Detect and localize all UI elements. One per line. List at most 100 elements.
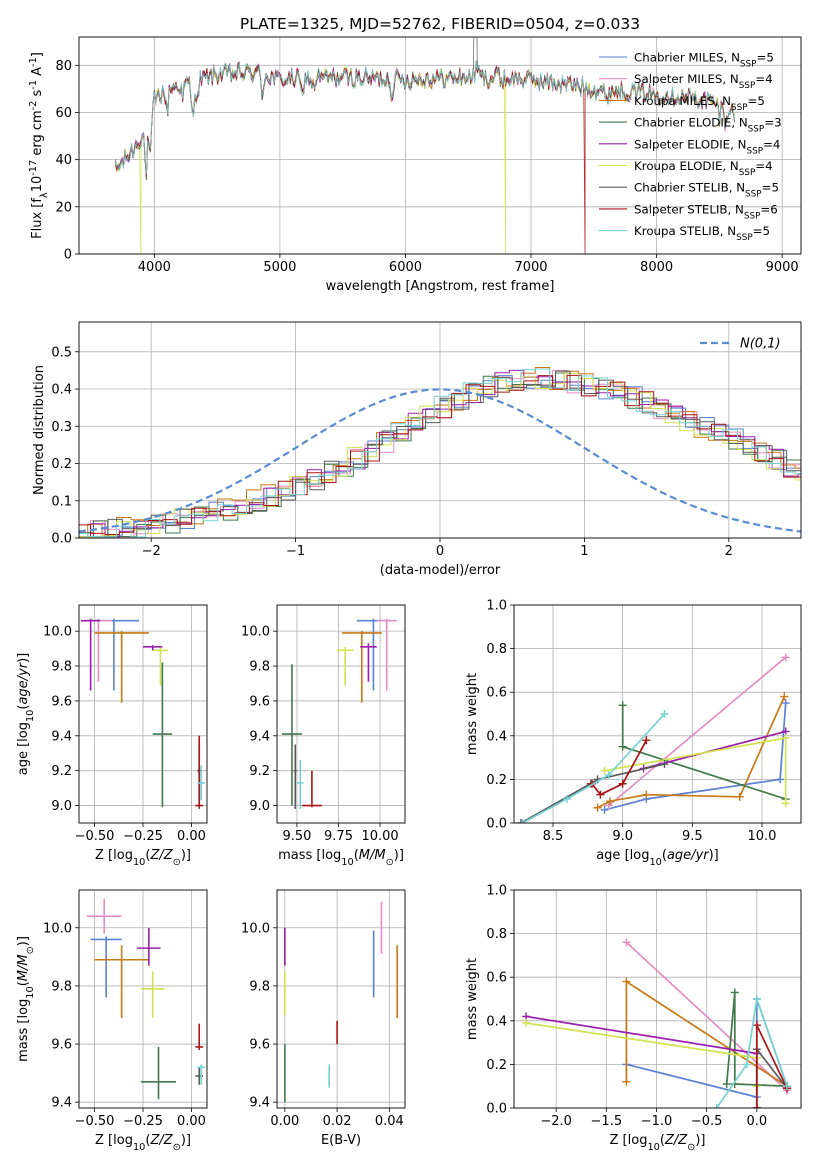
weight-marker — [604, 801, 613, 810]
weight-vs-Z-axes: −2.0 −1.5 −1.0 −0.5 0.0 0.0 0.2 0.4 0.6 0.8 1.0 Z [… — [465, 884, 802, 1153]
legend-entry: Kroupa STELIB, NSSP=5 — [634, 224, 770, 243]
y-tick-label: 0.2 — [486, 1058, 507, 1073]
x-tick-label: 0.00 — [177, 1114, 206, 1129]
weight-vs-age-y-axis-label: mass weight — [465, 673, 480, 755]
y-tick-label: 9.8 — [51, 979, 72, 994]
age-vs-Z-axes: −0.50 −0.25 0.00 9.0 9.2 9.4 9.6 9.8 10.0 Z [log1… — [16, 604, 208, 868]
weight-line — [521, 713, 666, 823]
x-tick-label: 7000 — [514, 260, 547, 275]
y-tick-label: 9.6 — [249, 1038, 270, 1053]
y-tick-label: 0.2 — [51, 457, 72, 472]
y-tick-label: 9.4 — [51, 729, 72, 744]
spectrum-axes: 4000 5000 6000 7000 8000 9000 0 20 40 60 80 wavelen… — [28, 36, 802, 294]
weight-marker — [604, 771, 613, 780]
y-tick-label: 20 — [55, 200, 72, 215]
x-tick-label: 2 — [725, 544, 733, 559]
x-tick-label: −0.25 — [123, 1114, 163, 1129]
residual-hist-kroupa-stelib — [79, 368, 801, 538]
weight-marker — [735, 792, 744, 801]
normal-curve — [79, 388, 801, 533]
weight-marker — [518, 819, 527, 823]
mass-vs-Z-y-axis-label: mass [log10(M/M⊙)] — [16, 936, 36, 1062]
legend-entry: Salpeter MILES, NSSP=4 — [634, 72, 773, 91]
errorbar-salpeter-elodie — [360, 643, 377, 682]
y-tick-label: 9.0 — [249, 799, 270, 814]
legend-entry: Salpeter STELIB, NSSP=6 — [634, 202, 778, 221]
weight-series-salpeter-miles — [604, 653, 790, 810]
x-tick-label: −1.5 — [591, 1114, 623, 1129]
weight-marker — [712, 1104, 721, 1108]
y-tick-label: 0.6 — [486, 971, 507, 986]
weight-series-kroupa-stelib — [518, 710, 669, 823]
weight-line — [525, 1015, 757, 1055]
y-tick-label: 0.0 — [486, 817, 507, 832]
figure-title: PLATE=1325, MJD=52762, FIBERID=0504, z=0… — [240, 15, 640, 33]
x-tick-label: 4000 — [138, 260, 171, 275]
weight-marker — [642, 790, 651, 799]
legend-entry: Kroupa MILES, NSSP=5 — [634, 94, 765, 113]
residual-hist-chabrier-stelib — [79, 370, 801, 538]
y-tick-label: 40 — [55, 153, 72, 168]
legend-entry: Chabrier MILES, NSSP=5 — [634, 51, 774, 70]
errorbar-kroupa-miles — [94, 945, 149, 1018]
y-tick-label: 0.8 — [486, 642, 507, 657]
legend-entry: Salpeter ELODIE, NSSP=4 — [634, 137, 780, 156]
errorbar-kroupa-stelib — [197, 1064, 206, 1085]
weight-series-kroupa-elodie — [522, 1018, 761, 1091]
y-tick-label: 9.4 — [51, 1096, 72, 1111]
x-tick-label: 0.00 — [270, 1114, 299, 1129]
residual-hist-kroupa-miles — [79, 367, 801, 538]
x-tick-label: −1.0 — [641, 1114, 673, 1129]
x-tick-label: 10.00 — [361, 829, 398, 844]
x-tick-label: 9.5 — [682, 829, 703, 844]
residual-hist-salpeter-elodie — [79, 369, 801, 538]
weight-marker — [622, 938, 631, 947]
y-tick-label: 9.6 — [51, 694, 72, 709]
x-tick-label: 9.50 — [282, 829, 311, 844]
y-tick-label: 0.6 — [486, 686, 507, 701]
weight-line — [625, 941, 788, 1092]
weight-marker — [780, 692, 789, 701]
spectrum-legend: Chabrier MILES, NSSP=5 Salpeter MILES, NS… — [599, 51, 782, 243]
weight-line — [608, 656, 787, 807]
y-tick-label: 1.0 — [486, 599, 507, 614]
y-tick-label: 9.2 — [51, 764, 72, 779]
weight-line — [643, 730, 786, 770]
y-tick-label: 10.0 — [43, 921, 72, 936]
weight-marker — [660, 760, 669, 769]
errorbar-salpeter-miles — [84, 618, 112, 682]
weight-vs-age-x-axis-label: age [log10(age/yr)] — [596, 848, 719, 868]
y-tick-label: 9.8 — [249, 979, 270, 994]
residuals-x-axis-label: (data-model)/error — [380, 563, 501, 578]
y-tick-label: 1.0 — [486, 884, 507, 899]
mass-vs-Z-plot-area — [86, 898, 206, 1100]
weight-marker — [722, 1080, 731, 1089]
weight-series-kroupa-stelib — [712, 995, 791, 1108]
weight-line — [725, 992, 788, 1088]
spectrum-plot-area — [115, 37, 735, 254]
errorbar-kroupa-elodie — [152, 646, 169, 686]
weight-vs-age-plot-area — [516, 653, 790, 823]
x-tick-label: 0.02 — [323, 1114, 352, 1129]
weight-marker — [516, 819, 525, 823]
weight-series-kroupa-elodie — [600, 733, 790, 808]
weight-marker — [752, 995, 761, 1003]
weight-marker — [742, 1060, 751, 1069]
errorbar-kroupa-elodie — [141, 971, 165, 1018]
y-tick-label: 9.8 — [51, 660, 72, 675]
axes-frame — [276, 604, 406, 824]
errorbar-kroupa-stelib — [197, 765, 206, 801]
y-tick-label: 10.0 — [43, 625, 72, 640]
age-vs-mass-axes: 9.50 9.75 10.00 9.0 9.2 9.4 9.6 9.8 10.0 mass [lo… — [241, 604, 406, 868]
errorbar-salpeter-miles — [86, 898, 122, 934]
weight-marker — [593, 803, 602, 812]
weight-line — [520, 763, 665, 823]
weight-marker — [781, 733, 790, 742]
residual-hist-salpeter-miles — [79, 369, 801, 538]
y-tick-label: 9.0 — [51, 799, 72, 814]
weight-series-salpeter-stelib — [752, 1021, 791, 1108]
errorbar-salpeter-stelib — [195, 1023, 204, 1050]
errorbar-salpeter-elodie — [80, 618, 101, 691]
x-tick-label: −0.50 — [75, 829, 115, 844]
